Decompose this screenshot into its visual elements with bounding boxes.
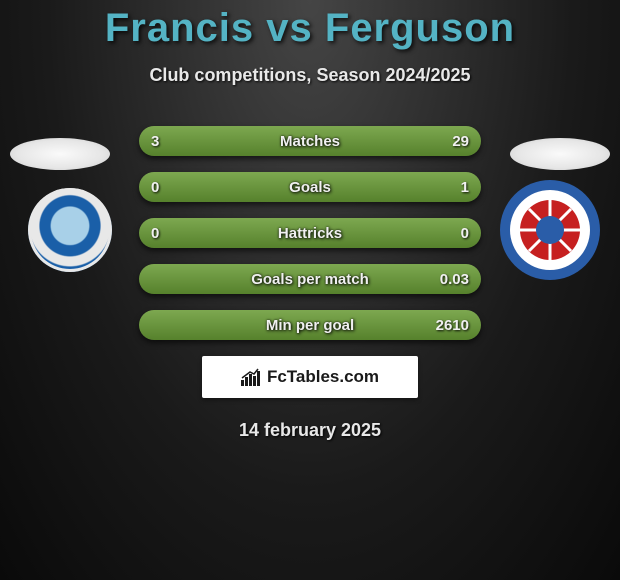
stat-row: Goals per match 0.03 xyxy=(139,264,481,294)
brand-text: FcTables.com xyxy=(267,367,379,387)
stat-right-value: 1 xyxy=(429,179,469,196)
stat-row: Min per goal 2610 xyxy=(139,310,481,340)
stat-label: Matches xyxy=(280,133,340,150)
page-title: Francis vs Ferguson xyxy=(0,0,620,51)
stat-label: Min per goal xyxy=(266,317,354,334)
stat-row: 0 Hattricks 0 xyxy=(139,218,481,248)
brand-chart-icon xyxy=(241,368,263,386)
subtitle: Club competitions, Season 2024/2025 xyxy=(0,65,620,86)
club-crest-left xyxy=(28,188,112,272)
stat-right-value: 0 xyxy=(429,225,469,242)
stat-row: 0 Goals 1 xyxy=(139,172,481,202)
player-photo-right xyxy=(510,138,610,170)
stat-right-value: 0.03 xyxy=(429,271,469,288)
stat-left-value: 0 xyxy=(151,225,191,242)
stat-left-value: 3 xyxy=(151,133,191,150)
brand-badge[interactable]: FcTables.com xyxy=(202,356,418,398)
player-photo-left xyxy=(10,138,110,170)
stat-label: Hattricks xyxy=(278,225,342,242)
stat-row: 3 Matches 29 xyxy=(139,126,481,156)
date-text: 14 february 2025 xyxy=(0,420,620,441)
stats-list: 3 Matches 29 0 Goals 1 0 Hattricks 0 Goa… xyxy=(139,126,481,340)
stat-label: Goals xyxy=(289,179,331,196)
stat-left-value: 0 xyxy=(151,179,191,196)
stat-right-value: 29 xyxy=(429,133,469,150)
stat-right-value: 2610 xyxy=(429,317,469,334)
club-crest-right xyxy=(508,188,592,272)
stat-label: Goals per match xyxy=(251,271,369,288)
comparison-panel: 3 Matches 29 0 Goals 1 0 Hattricks 0 Goa… xyxy=(0,126,620,441)
